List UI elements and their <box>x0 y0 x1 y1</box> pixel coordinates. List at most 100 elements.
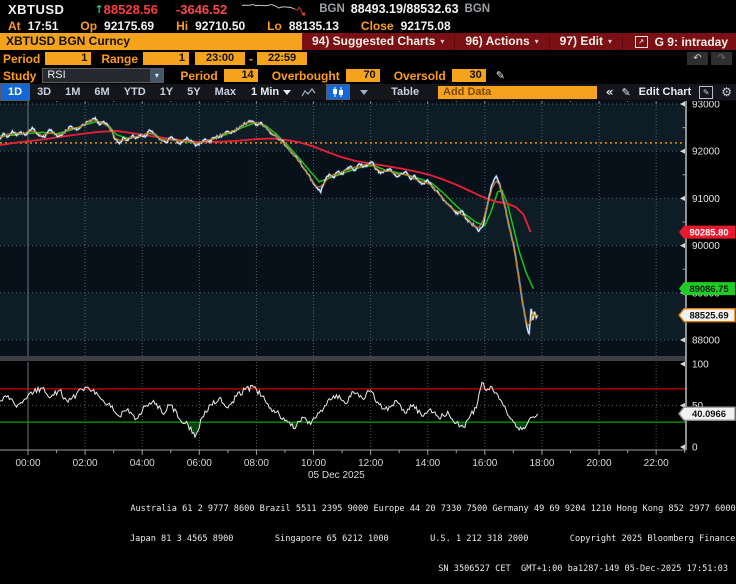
range-label: Range <box>101 51 139 66</box>
line-chart-icon <box>301 87 316 96</box>
quote-line: At 17:51 Op 92175.69 Hi 92710.50 Lo 8813… <box>0 18 736 33</box>
study-controls: Study RSI ▾ Period 14 Overbought 70 Over… <box>0 67 736 84</box>
open-value: 92175.69 <box>104 18 155 33</box>
study-label: Study <box>3 68 37 83</box>
line-chart-type-button[interactable] <box>297 85 320 99</box>
close-label: Close <box>360 18 394 33</box>
chart-type-dropdown-button[interactable] <box>356 85 372 99</box>
footer-contacts-line1: Australia 61 2 9777 8600 Brazil 5511 239… <box>130 504 736 514</box>
caret-down-icon: ▾ <box>608 37 613 46</box>
bloomberg-footer: Australia 61 2 9777 8600 Brazil 5511 239… <box>0 484 736 584</box>
svg-text:22:00: 22:00 <box>644 458 669 469</box>
svg-text:05 Dec 2025: 05 Dec 2025 <box>308 470 365 481</box>
tab-1m[interactable]: 1M <box>65 86 81 98</box>
caret-down-icon: ▾ <box>440 37 445 46</box>
bid-ask: 88493.19/88532.63 <box>350 2 459 16</box>
svg-text:18:00: 18:00 <box>529 458 554 469</box>
high-value: 92710.50 <box>195 18 246 33</box>
security-input[interactable]: XBTUSD BGN Curncy <box>0 33 302 50</box>
tab-6m[interactable]: 6M <box>94 86 110 98</box>
oversold-input[interactable]: 30 <box>451 69 486 82</box>
menu-label: 94) Suggested Charts <box>312 34 436 48</box>
undo-button[interactable]: ↶ <box>687 52 708 65</box>
table-button[interactable]: Table <box>391 86 420 98</box>
period-label: Period <box>3 51 41 66</box>
low-value: 88135.13 <box>288 18 339 33</box>
svg-text:20:00: 20:00 <box>587 458 612 469</box>
svg-text:91000: 91000 <box>692 194 720 205</box>
period-input[interactable]: 1 <box>45 52 92 65</box>
edit-chart-button[interactable]: Edit Chart <box>638 86 692 98</box>
svg-text:93000: 93000 <box>692 100 720 111</box>
menu-label: 96) Actions <box>465 34 530 48</box>
caret-down-icon: ▾ <box>534 37 539 46</box>
redo-button[interactable]: ↷ <box>711 52 732 65</box>
study-select[interactable]: RSI ▾ <box>42 68 165 83</box>
tab-ytd[interactable]: YTD <box>123 86 146 98</box>
time-from-input[interactable]: 23:00 <box>195 52 246 65</box>
interval-select[interactable]: 1 Min <box>251 86 292 98</box>
svg-text:08:00: 08:00 <box>244 458 269 469</box>
period-range-controls: Period 1 Range 1 23:00 - 22:59 ↶ ↷ <box>0 50 736 67</box>
study-period-input[interactable]: 14 <box>223 69 258 82</box>
overbought-input[interactable]: 70 <box>345 69 380 82</box>
svg-text:16:00: 16:00 <box>472 458 497 469</box>
svg-text:40.0966: 40.0966 <box>692 408 726 419</box>
chart-slot: ↗ G 9: intraday <box>634 34 728 49</box>
menu-actions[interactable]: 96) Actions ▾ <box>455 33 550 50</box>
svg-text:02:00: 02:00 <box>73 458 98 469</box>
tab-3d[interactable]: 3D <box>37 86 52 98</box>
tab-max[interactable]: Max <box>214 86 237 98</box>
gear-icon[interactable]: ⚙ <box>721 85 732 99</box>
svg-text:0: 0 <box>692 443 698 454</box>
add-data-input[interactable]: Add Data <box>438 85 597 99</box>
up-arrow-icon: ↑ <box>94 2 104 16</box>
menu-label: 97) Edit <box>559 34 603 48</box>
svg-text:92000: 92000 <box>692 147 720 158</box>
range-input[interactable]: 1 <box>143 52 190 65</box>
caret-down-icon <box>360 89 369 95</box>
caret-down-icon <box>283 89 292 95</box>
menu-edit[interactable]: 97) Edit ▾ <box>550 33 624 50</box>
study-selected-value: RSI <box>47 69 66 81</box>
chart-slot-label: G 9: intraday <box>654 34 728 49</box>
svg-text:88000: 88000 <box>692 335 720 346</box>
security-header: XBTUSD ↑ 88528.56 -3646.52 BGN 88493.19/… <box>0 0 736 18</box>
svg-text:12:00: 12:00 <box>358 458 383 469</box>
svg-text:88525.69: 88525.69 <box>689 310 728 321</box>
open-label: Op <box>80 18 98 33</box>
footer-terminal-info: SN 3506527 CET GMT+1:00 ba1287-149 05-De… <box>438 564 728 574</box>
tab-1y[interactable]: 1Y <box>159 86 174 98</box>
pencil-icon[interactable]: ✎ <box>495 69 505 82</box>
net-change: -3646.52 <box>175 1 228 17</box>
menu-suggested-charts[interactable]: 94) Suggested Charts ▾ <box>302 33 456 50</box>
interval-value: 1 Min <box>251 86 280 98</box>
time-to-input[interactable]: 22:59 <box>257 52 308 65</box>
chart-settings-icon[interactable]: ✎ <box>699 85 714 99</box>
svg-text:90000: 90000 <box>692 241 720 252</box>
tab-5y[interactable]: 5Y <box>187 86 201 98</box>
launch-icon[interactable]: ↗ <box>634 35 648 48</box>
command-bar: XBTUSD BGN Curncy 94) Suggested Charts ▾… <box>0 33 736 50</box>
footer-contacts-line2: Japan 81 3 4565 8900 Singapore 65 6212 1… <box>130 534 736 544</box>
close-value: 92175.08 <box>400 18 451 33</box>
svg-text:90285.80: 90285.80 <box>689 226 728 237</box>
at-time: 17:51 <box>27 18 59 33</box>
tab-1d[interactable]: 1D <box>0 83 31 101</box>
svg-text:14:00: 14:00 <box>415 458 440 469</box>
intraday-sparkline <box>242 3 306 16</box>
time-dash: - <box>249 51 254 66</box>
candle-chart-type-button[interactable] <box>326 84 351 100</box>
annotate-pencil-icon[interactable]: ✎ <box>621 85 631 99</box>
intraday-chart-canvas[interactable]: 93000920009100090000890008800010050000:0… <box>0 0 736 530</box>
last-price: 88528.56 <box>103 1 158 17</box>
overbought-label: Overbought <box>271 68 340 83</box>
svg-text:89086.75: 89086.75 <box>689 283 728 294</box>
svg-text:04:00: 04:00 <box>130 458 155 469</box>
svg-text:00:00: 00:00 <box>15 458 40 469</box>
at-label: At <box>8 18 21 33</box>
svg-text:50: 50 <box>692 401 704 412</box>
chart-toolbar: 1D 3D 1M 6M YTD 1Y 5Y Max 1 Min Table Ad… <box>0 83 736 101</box>
svg-text:06:00: 06:00 <box>187 458 212 469</box>
collapse-panel-icon[interactable]: « <box>605 85 614 99</box>
